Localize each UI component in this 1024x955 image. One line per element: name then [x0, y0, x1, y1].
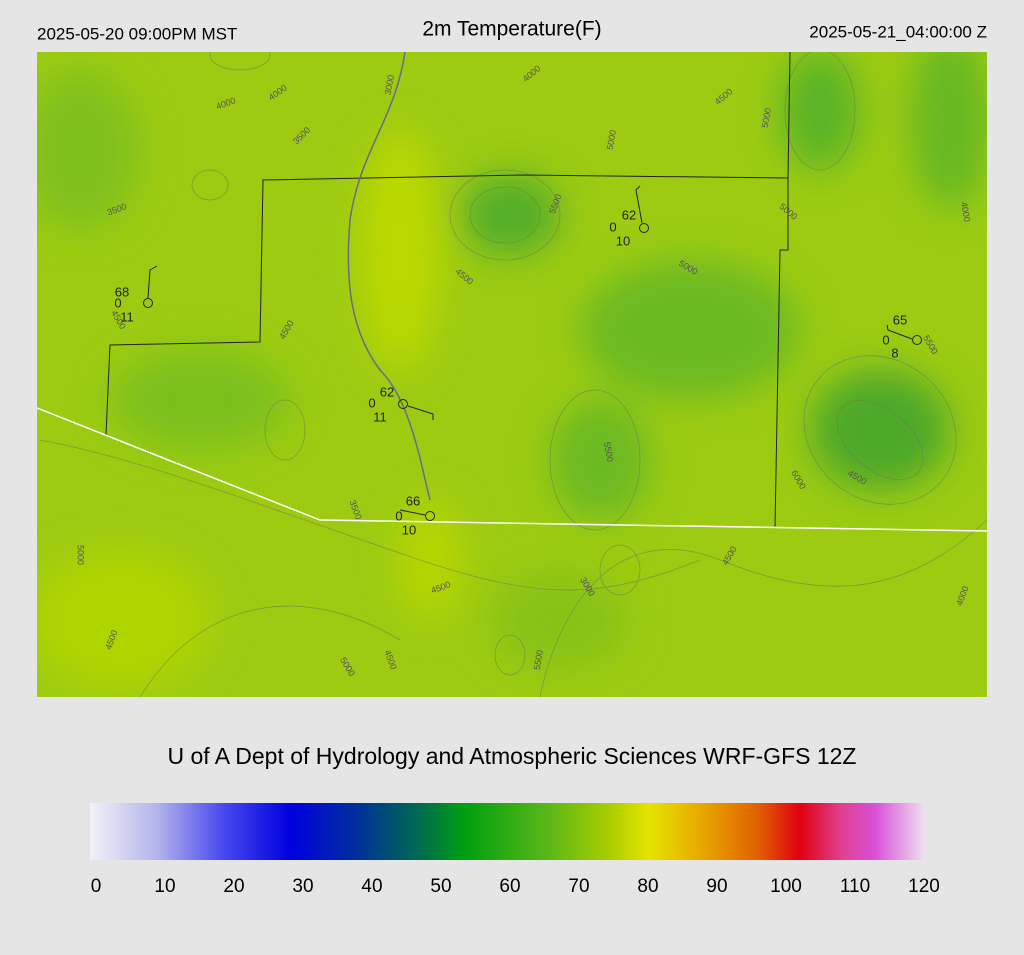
station-temperature: 62	[380, 384, 394, 399]
colorbar-tick-label: 40	[361, 876, 382, 897]
contour-label: 5500	[602, 441, 615, 462]
colorbar-tick-label: 20	[223, 876, 244, 897]
border	[37, 407, 987, 532]
station-temperature: 68	[115, 284, 129, 299]
station-temperature: 62	[622, 207, 636, 222]
colorbar-tick-label: 50	[430, 876, 451, 897]
station-below-value: 8	[891, 345, 898, 360]
contour-label: 5000	[760, 107, 773, 128]
station-temperature: 66	[406, 493, 420, 508]
station-below-value: 11	[373, 409, 387, 424]
map-title: 2m Temperature(F)	[422, 18, 601, 41]
colorbar-tick-label: 60	[499, 876, 520, 897]
station-below-value: 10	[402, 522, 416, 537]
colorbar-tick-label: 0	[91, 876, 102, 897]
station-below-value: 11	[120, 309, 134, 324]
contours	[39, 52, 987, 697]
colorbar	[90, 803, 925, 860]
colorbar-tick-label: 10	[154, 876, 175, 897]
colorbar-tick-label: 70	[568, 876, 589, 897]
station-temperature: 65	[893, 312, 907, 327]
valid-utc-time: 2025-05-21_04:00:00 Z	[809, 22, 987, 41]
colorbar-tick-label: 30	[292, 876, 313, 897]
contour-label: 4000	[959, 201, 972, 222]
colorbar-tick-label: 90	[706, 876, 727, 897]
valid-local-time: 2025-05-20 09:00PM MST	[37, 24, 237, 43]
station-left-value: 0	[395, 508, 402, 523]
station-left-value: 0	[609, 219, 616, 234]
station-symbols	[143, 185, 922, 521]
colorbar-tick-label: 120	[908, 876, 940, 897]
colorbar-tick-label: 110	[840, 876, 870, 897]
contour-label: 5000	[605, 129, 618, 150]
river	[347, 52, 431, 501]
station-below-value: 10	[616, 233, 630, 248]
temperature-field	[37, 52, 987, 690]
contour-label: 3000	[383, 74, 396, 95]
boundaries	[105, 52, 791, 529]
contour-label: 5500	[532, 649, 545, 670]
contour-label: 5000	[76, 545, 86, 565]
station-left-value: 0	[368, 395, 375, 410]
colorbar-tick-label: 100	[770, 876, 802, 897]
colorbar-tick-label: 80	[637, 876, 658, 897]
station-left-value: 0	[114, 295, 121, 310]
credit: U of A Dept of Hydrology and Atmospheric…	[167, 743, 856, 769]
colorbar-ticks: 0 10 20 30 40 50 60 70 80 90 100 110 120	[91, 876, 940, 897]
station-left-value: 0	[882, 332, 889, 347]
